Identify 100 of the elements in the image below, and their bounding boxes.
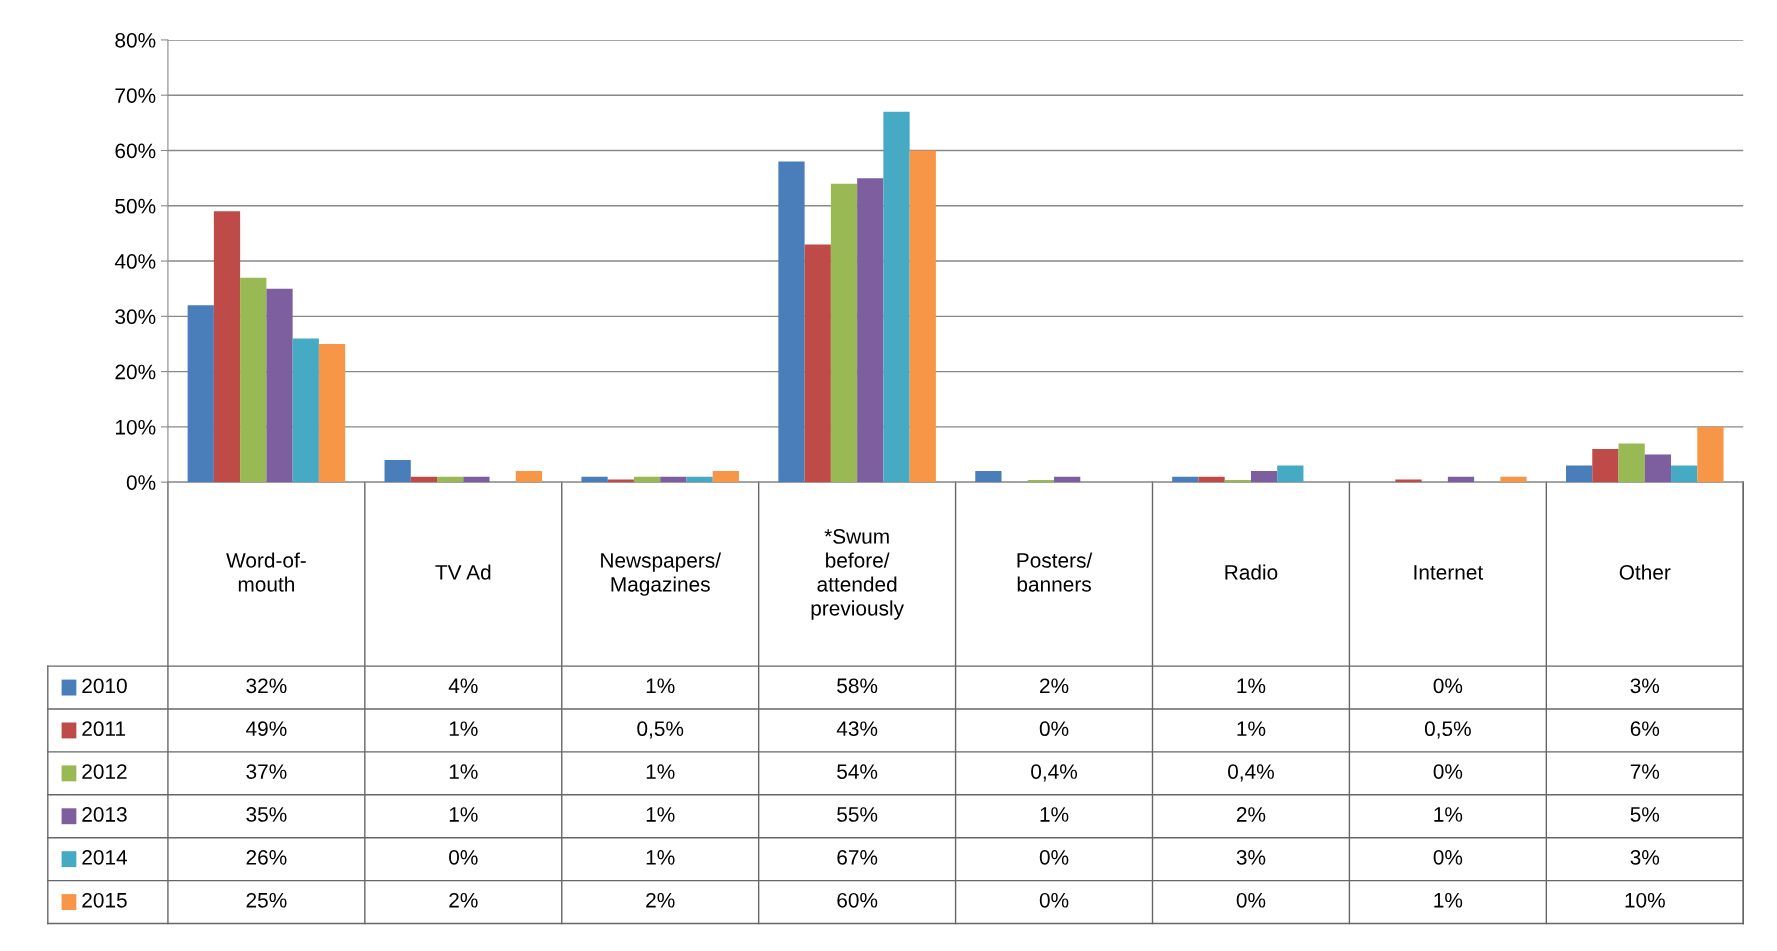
data-label: 67% — [837, 849, 878, 865]
data-label: 1% — [1237, 721, 1266, 736]
data-label: 26% — [246, 849, 287, 865]
data-label: 1% — [449, 764, 478, 779]
data-label: 7% — [1630, 764, 1660, 779]
y-tick-label: 60% — [115, 143, 156, 159]
bar — [187, 305, 214, 483]
data-label: 4% — [448, 678, 478, 694]
legend-label: 2015 — [82, 892, 127, 908]
legend-label: 2012 — [82, 764, 127, 779]
data-label: 0% — [1433, 678, 1463, 694]
bar — [778, 161, 805, 483]
data-label: 60% — [837, 892, 878, 908]
data-label: 1% — [646, 764, 675, 779]
data-label: 1% — [646, 678, 675, 694]
data-label: 1% — [1237, 678, 1266, 694]
x-tick-label: Posters/ banners — [1017, 552, 1093, 592]
bar — [909, 150, 936, 483]
data-label: 37% — [246, 764, 287, 779]
x-tick-label: Radio — [1225, 564, 1278, 580]
data-label: 1% — [646, 807, 675, 822]
data-label: 0% — [1039, 721, 1069, 737]
data-label: 3% — [1630, 849, 1660, 865]
data-label: 1% — [1040, 807, 1069, 822]
bar — [1671, 465, 1698, 483]
bar — [384, 460, 411, 483]
bar — [410, 476, 438, 483]
bar — [857, 178, 884, 483]
legend-label: 2014 — [82, 849, 128, 865]
y-tick-label: 0% — [126, 475, 156, 490]
bar — [607, 479, 634, 483]
y-tick-label: 80% — [115, 32, 156, 48]
bar — [213, 211, 241, 483]
bar — [686, 476, 713, 483]
data-label: 0,5% — [1424, 721, 1471, 739]
bar — [266, 288, 293, 483]
bar — [1618, 443, 1645, 483]
data-label: 1% — [1434, 807, 1463, 822]
data-label: 0% — [1433, 764, 1463, 779]
data-label: 6% — [1630, 721, 1660, 737]
bar — [1566, 465, 1593, 483]
data-label: 0% — [1236, 892, 1266, 908]
data-label: 55% — [837, 807, 878, 822]
data-label: 54% — [837, 764, 878, 779]
bar — [883, 111, 910, 483]
data-label: 2% — [646, 892, 675, 908]
y-tick-label: 30% — [115, 309, 156, 325]
bar — [1224, 479, 1251, 483]
data-label: 0,4% — [1031, 764, 1078, 782]
data-label: 0% — [1039, 849, 1069, 865]
bar — [830, 183, 858, 483]
bar — [1250, 471, 1278, 483]
bar — [1027, 479, 1055, 483]
bar — [581, 476, 608, 483]
data-label: 32% — [246, 678, 287, 694]
bar — [1395, 479, 1422, 483]
bar — [975, 471, 1002, 483]
data-label: 1% — [1434, 892, 1463, 908]
data-label: 0,4% — [1228, 764, 1274, 782]
data-label: 5% — [1630, 807, 1660, 822]
bar — [1277, 465, 1304, 483]
data-label: 3% — [1630, 678, 1660, 694]
x-tick-label: TV Ad — [435, 564, 491, 580]
bar — [318, 343, 346, 483]
y-tick-label: 20% — [115, 364, 156, 380]
data-label: 1% — [449, 807, 478, 822]
data-label: 0% — [1433, 849, 1463, 865]
legend-label: 2010 — [82, 678, 127, 694]
bar — [660, 476, 687, 483]
data-label: 3% — [1236, 849, 1266, 865]
data-label: 35% — [246, 807, 287, 822]
data-label: 0,5% — [637, 721, 684, 739]
data-label: 25% — [246, 892, 287, 908]
bar — [1172, 476, 1199, 483]
data-label: 0% — [449, 849, 478, 865]
y-tick-label: 10% — [116, 419, 156, 435]
data-label: 49% — [246, 721, 287, 737]
data-label: 58% — [837, 678, 878, 694]
bar — [463, 476, 490, 483]
legend-label: 2011 — [82, 721, 126, 737]
bar — [515, 471, 543, 483]
legend-label: 2013 — [82, 807, 127, 822]
bar — [437, 476, 464, 483]
data-label: 2% — [1040, 678, 1069, 694]
data-label: 1% — [646, 850, 675, 865]
bar — [1500, 476, 1527, 483]
bar — [292, 338, 319, 483]
x-tick-label: *Swum before/ attended previously — [811, 529, 904, 620]
bar — [633, 476, 661, 483]
bar — [1198, 476, 1225, 483]
y-tick-label: 50% — [115, 198, 156, 214]
x-tick-label: Other — [1619, 564, 1671, 580]
bar — [1054, 476, 1081, 483]
bar — [1592, 448, 1619, 483]
bar — [1644, 454, 1672, 483]
data-label: 0% — [1039, 892, 1069, 908]
bar — [240, 277, 267, 483]
data-label: 43% — [836, 721, 878, 737]
bar — [1447, 476, 1475, 483]
x-tick-label: Word-of- mouth — [226, 552, 306, 592]
